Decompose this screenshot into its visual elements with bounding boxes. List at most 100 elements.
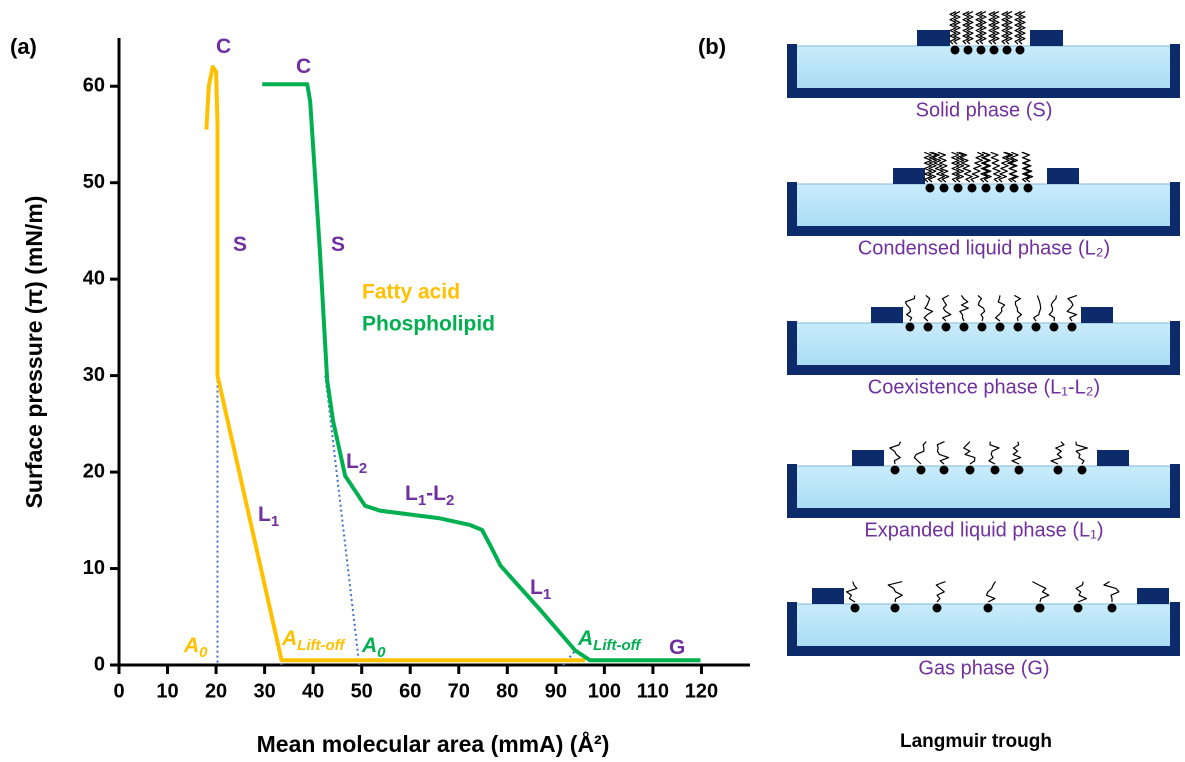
molecule-head [917,466,926,475]
phase-label: Solid phase (S) [916,99,1053,121]
molecule-head [1050,323,1059,332]
molecule-tail [1076,442,1087,464]
annotation: G [669,636,685,659]
molecule-head [996,323,1005,332]
figure: (a) Mean molecular area (mmA) (Å²) Surfa… [0,0,1185,762]
molecule-head [977,46,986,55]
molecule-head [940,466,949,475]
annotation: A0 [361,634,386,661]
annotation-part: C [296,55,311,78]
molecule-head [1032,323,1041,332]
annotation-part: A [361,634,377,657]
molecule-head [1078,466,1087,475]
barrier [1030,30,1063,46]
molecule-tail [996,295,1005,321]
legend-entry: Phospholipid [362,313,495,336]
annotation-part: A [281,627,297,650]
annotation: S [233,233,247,256]
molecule-tail [888,582,902,602]
molecule-head [968,184,977,193]
molecule-tail [950,12,960,44]
y-tick-label: 60 [83,75,105,97]
annotation-part: L [405,482,418,505]
molecule-head [906,323,915,332]
molecule-head [1014,323,1023,332]
molecule-head [851,604,860,613]
molecule-head [964,46,973,55]
molecule-head [1003,46,1012,55]
molecule-head [940,184,949,193]
y-tick-label: 40 [83,267,105,289]
molecule-head [1074,604,1083,613]
x-tick-label: 90 [545,680,567,702]
molecule-head [933,604,942,613]
molecule-tail [987,582,996,602]
molecule-head [1010,184,1019,193]
annotation-part: Lift-off [593,637,642,654]
barrier [1081,307,1113,323]
panel-label: (a) [10,34,37,59]
x-tick-label: 20 [205,680,227,702]
series-line [206,67,585,660]
panel-title: Langmuir trough [900,731,1052,752]
annotation: ALift-off [281,627,346,654]
annotation-part: -L [426,482,446,505]
x-tick-label: 110 [637,680,669,702]
molecule-tail [981,152,992,182]
x-tick-label: 30 [253,680,275,702]
annotation-part: Lift-off [297,637,346,654]
y-tick-label: 0 [94,653,105,675]
annotation-part: C [216,35,231,58]
guide-line [563,651,575,666]
molecule-head [926,184,935,193]
molecule-head [1016,46,1025,55]
molecule-tail [976,12,986,44]
molecule-head [942,323,951,332]
molecule-head [966,466,975,475]
molecule-tail [890,442,901,464]
molecule-tail [1051,442,1064,464]
molecule-head [1036,604,1045,613]
barrier [1137,588,1169,604]
molecule-tail [1012,442,1021,464]
molecule-head [1024,184,1033,193]
annotation: L1-L2 [405,482,454,509]
molecule-tail [964,442,975,464]
molecule-head [954,184,963,193]
molecule-tail [960,295,969,321]
x-tick-label: 80 [496,680,518,702]
y-tick-label: 20 [83,460,105,482]
annotation: C [296,55,311,78]
annotation: ALift-off [577,627,642,654]
annotation-part: 1 [271,513,279,530]
x-tick-label: 10 [156,680,178,702]
legend-entry: Fatty acid [362,281,460,304]
molecule-tail [924,295,932,321]
barrier [917,30,950,46]
annotation: C [216,35,231,58]
annotation-part: G [669,636,685,659]
molecule-head [891,466,900,475]
molecule-tail [1022,152,1033,182]
annotation-part: 0 [199,644,208,661]
phase-label: Coexistence phase (L₁-L₂) [868,376,1100,398]
molecule-tail [1049,295,1056,321]
molecule-head [978,323,987,332]
annotation: S [331,233,345,256]
molecule-tail [847,582,857,602]
molecule-head [1054,466,1063,475]
molecule-head [960,323,969,332]
phase-label: Expanded liquid phase (L₁) [864,519,1103,541]
barrier [871,307,903,323]
molecule-tail [943,295,951,321]
annotation: A0 [183,634,208,661]
molecule-head [984,604,993,613]
barrier [1097,450,1129,466]
annotation-part: S [331,233,345,256]
annotation-part: 0 [377,644,386,661]
annotation: L2 [346,450,367,477]
guide-line [325,376,359,665]
molecule-tail [937,442,948,464]
y-axis-title: Surface pressure (π) (mN/m) [21,196,47,509]
molecule-head [991,466,1000,475]
